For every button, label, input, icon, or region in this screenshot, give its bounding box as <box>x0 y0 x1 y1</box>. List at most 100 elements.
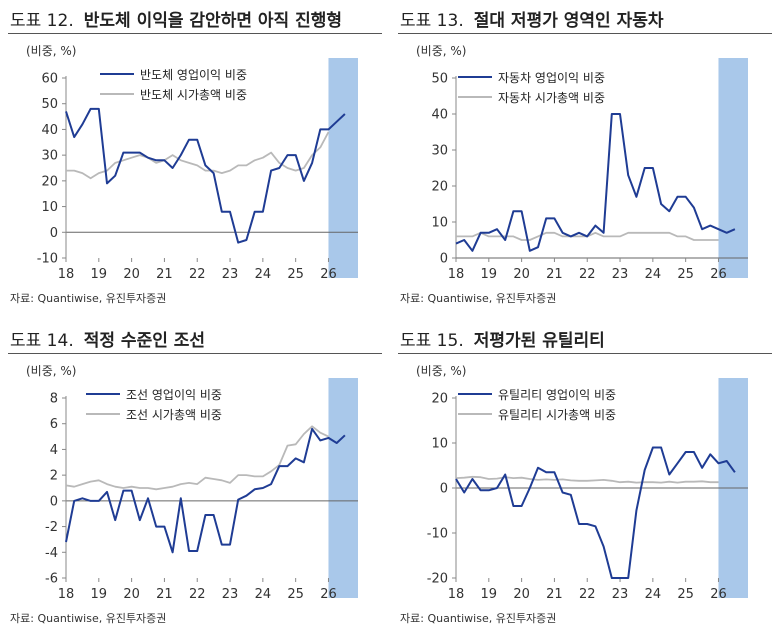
y-tick-label: 50 <box>41 97 58 112</box>
x-tick-label: 24 <box>255 587 272 602</box>
legend-label: 자동차 시가총액 비중 <box>498 90 605 105</box>
y-tick-label: 20 <box>431 392 448 407</box>
y-tick-label: -10 <box>37 252 58 267</box>
x-tick-label: 26 <box>710 267 727 282</box>
y-tick-label: -20 <box>427 572 448 587</box>
legend-swatch <box>86 413 120 415</box>
x-tick-label: 25 <box>677 267 694 282</box>
legend-swatch <box>458 96 492 98</box>
y-tick-label: 8 <box>50 392 58 407</box>
y-tick-label: -10 <box>427 527 448 542</box>
chart-legend: 조선 영업이익 비중 조선 시가총액 비중 <box>86 384 222 424</box>
x-tick-label: 23 <box>222 267 239 282</box>
x-tick-label: 24 <box>645 587 662 602</box>
x-tick-label: 21 <box>156 587 173 602</box>
y-tick-label: 10 <box>431 437 448 452</box>
title-rule <box>8 353 382 354</box>
chart-legend: 유틸리티 영업이익 비중 유틸리티 시가총액 비중 <box>458 384 616 424</box>
chart-panel-semiconductor: 도표 12. 반도체 이익을 감안하면 아직 진행형 (비중, %) -10 0 10… <box>0 0 390 320</box>
legend-swatch <box>100 73 134 75</box>
x-tick-label: 20 <box>123 267 140 282</box>
legend-item-operating: 반도체 영업이익 비중 <box>100 64 247 84</box>
legend-item-marketcap: 반도체 시가총액 비중 <box>100 84 247 104</box>
chart-panel-shipbuilding: 도표 14. 적정 수준인 조선 (비중, %) -6 -4 -2 0 2 4 6 8 18 19 2… <box>0 320 390 640</box>
legend-swatch <box>86 393 120 395</box>
x-tick-label: 26 <box>320 587 337 602</box>
chart-title: 도표 13. 절대 저평가 영역인 자동차 <box>400 6 664 31</box>
x-tick-label: 26 <box>710 587 727 602</box>
x-tick-label: 20 <box>513 587 530 602</box>
x-tick-label: 22 <box>189 267 206 282</box>
chart-title: 도표 14. 적정 수준인 조선 <box>10 326 205 351</box>
x-tick-label: 18 <box>448 587 465 602</box>
chart-panel-utility: 도표 15. 저평가된 유틸리티 (비중, %) -20 -10 0 10 20 18 19 2… <box>390 320 780 640</box>
y-tick-label: 0 <box>50 494 58 509</box>
series-line-market-cap <box>66 131 330 180</box>
chart-title: 도표 15. 저평가된 유틸리티 <box>400 326 605 351</box>
y-unit-label: (비중, %) <box>26 44 77 58</box>
chart-heading: 저평가된 유틸리티 <box>473 331 605 351</box>
y-tick-label: 50 <box>431 72 448 87</box>
chart-panel-automobile: 도표 13. 절대 저평가 영역인 자동차 (비중, %) 0 10 20 30 40 50… <box>390 0 780 320</box>
series-line-market-cap <box>65 425 329 491</box>
x-tick-label: 19 <box>91 267 108 282</box>
y-tick-label: 6 <box>50 417 58 432</box>
series-line-operating-profit <box>65 107 346 244</box>
legend-item-marketcap: 유틸리티 시가총액 비중 <box>458 404 616 424</box>
x-tick-label: 21 <box>546 267 563 282</box>
x-tick-label: 21 <box>156 267 173 282</box>
chart-legend: 자동차 영업이익 비중 자동차 시가총액 비중 <box>458 67 605 107</box>
x-tick-label: 25 <box>287 587 304 602</box>
y-tick-label: 0 <box>440 252 448 267</box>
legend-swatch <box>100 93 134 95</box>
y-tick-label: 20 <box>431 180 448 195</box>
x-tick-label: 24 <box>255 267 272 282</box>
x-tick-label: 19 <box>481 267 498 282</box>
x-tick-label: 20 <box>123 587 140 602</box>
y-unit-label: (비중, %) <box>26 364 77 378</box>
source-note: 자료: Quantiwise, 유진투자증권 <box>400 612 557 625</box>
chart-title: 도표 12. 반도체 이익을 감안하면 아직 진행형 <box>10 6 342 31</box>
x-tick-label: 24 <box>645 267 662 282</box>
series-line-operating-profit <box>65 427 346 554</box>
legend-label: 유틸리티 영업이익 비중 <box>498 387 617 402</box>
legend-item-operating: 자동차 영업이익 비중 <box>458 67 605 87</box>
legend-item-marketcap: 조선 시가총액 비중 <box>86 404 222 424</box>
y-unit-label: (비중, %) <box>416 44 467 58</box>
line-chart: 0 10 20 30 40 50 18 19 20 21 22 23 24 25 26 <box>431 58 748 282</box>
series-line-operating-profit <box>455 446 736 579</box>
forecast-shade <box>328 58 358 278</box>
x-tick-label: 23 <box>612 267 629 282</box>
legend-label: 유틸리티 시가총액 비중 <box>498 407 617 422</box>
line-chart: -10 0 10 20 30 40 50 60 18 19 20 21 22 23 24 25 26 <box>37 58 358 282</box>
legend-item-operating: 유틸리티 영업이익 비중 <box>458 384 616 404</box>
y-tick-label: -4 <box>45 546 58 561</box>
legend-label: 반도체 영업이익 비중 <box>140 67 247 82</box>
x-tick-label: 20 <box>513 267 530 282</box>
x-tick-label: 21 <box>546 587 563 602</box>
x-tick-label: 18 <box>448 267 465 282</box>
forecast-shade <box>718 58 748 278</box>
x-tick-label: 19 <box>91 587 108 602</box>
y-tick-label: 20 <box>41 174 58 189</box>
title-rule <box>398 33 772 34</box>
title-rule <box>398 353 772 354</box>
figure-number: 도표 14. <box>10 331 74 351</box>
y-tick-label: 0 <box>440 482 448 497</box>
chart-heading: 절대 저평가 영역인 자동차 <box>473 11 664 31</box>
legend-label: 조선 영업이익 비중 <box>126 387 222 402</box>
y-tick-label: 0 <box>50 226 58 241</box>
series-line-operating-profit <box>455 113 736 252</box>
legend-label: 조선 시가총액 비중 <box>126 407 222 422</box>
y-tick-label: 4 <box>50 443 58 458</box>
y-unit-label: (비중, %) <box>416 364 467 378</box>
y-tick-label: 40 <box>41 123 58 138</box>
x-tick-label: 23 <box>222 587 239 602</box>
y-tick-label: 30 <box>41 149 58 164</box>
chart-legend: 반도체 영업이익 비중 반도체 시가총액 비중 <box>100 64 247 104</box>
y-tick-label: -2 <box>45 520 58 535</box>
x-tick-label: 23 <box>612 587 629 602</box>
source-note: 자료: Quantiwise, 유진투자증권 <box>400 292 557 305</box>
source-note: 자료: Quantiwise, 유진투자증권 <box>10 292 167 305</box>
